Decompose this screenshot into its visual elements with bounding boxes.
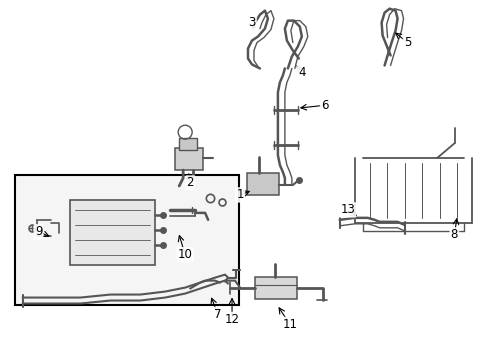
Bar [175, 148, 203, 170]
Bar [15, 175, 239, 305]
Bar [70, 200, 155, 265]
Text: 5: 5 [403, 36, 410, 49]
Text: 4: 4 [298, 66, 305, 79]
Text: 8: 8 [450, 228, 457, 241]
Text: 11: 11 [282, 318, 297, 331]
Text: 1: 1 [236, 188, 243, 202]
Text: 13: 13 [340, 203, 354, 216]
Text: 9: 9 [35, 225, 42, 238]
Text: 7: 7 [214, 308, 222, 321]
Text: 6: 6 [320, 99, 328, 112]
Bar [246, 173, 278, 195]
Bar [254, 276, 296, 298]
Bar [179, 138, 197, 150]
Text: 2: 2 [186, 176, 194, 189]
Text: 10: 10 [177, 248, 192, 261]
Text: 3: 3 [248, 16, 255, 29]
Text: 12: 12 [224, 313, 239, 326]
